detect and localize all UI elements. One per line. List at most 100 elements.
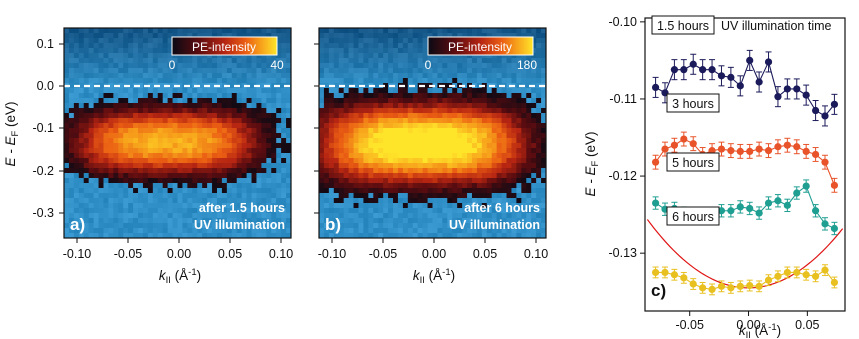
heatmap-cell: [417, 218, 424, 224]
heatmap-cell: [402, 43, 409, 49]
heatmap-cell: [226, 158, 233, 164]
heatmap-cell: [412, 228, 419, 234]
heatmap-cell: [221, 78, 228, 84]
heatmap-cell: [73, 103, 80, 109]
heatmap-cell: [226, 78, 233, 84]
x-tick-label-a: -0.10: [63, 247, 92, 261]
heatmap-cell: [417, 98, 424, 104]
heatmap-cell: [407, 163, 414, 169]
heatmap-cell: [491, 118, 498, 124]
heatmap-cell: [536, 78, 542, 84]
heatmap-cell: [397, 223, 404, 229]
heatmap-cell: [88, 43, 95, 49]
x-tick-label-a: 0.05: [218, 247, 242, 261]
heatmap-cell: [73, 113, 80, 119]
heatmap-cell: [343, 93, 350, 99]
heatmap-cell: [177, 93, 184, 99]
heatmap-cell: [447, 193, 453, 199]
heatmap-cell: [442, 93, 448, 99]
heatmap-cell: [231, 123, 238, 129]
heatmap-cell: [221, 233, 228, 238]
heatmap-cell: [167, 188, 174, 194]
heatmap-cell: [358, 218, 365, 224]
heatmap-cell: [442, 143, 448, 149]
heatmap-cell: [412, 198, 419, 204]
heatmap-cell: [197, 213, 203, 219]
heatmap-cell: [212, 178, 218, 184]
heatmap-cell: [266, 68, 272, 74]
data-point: [736, 203, 744, 211]
heatmap-cell: [64, 58, 70, 64]
heatmap-cell: [467, 208, 473, 214]
heatmap-cell: [246, 213, 253, 219]
heatmap-cell: [343, 143, 350, 149]
heatmap-cell: [113, 218, 119, 224]
heatmap-cell: [93, 183, 100, 189]
heatmap-cell: [407, 38, 414, 44]
heatmap-cell: [152, 78, 159, 84]
heatmap-cell: [251, 233, 258, 238]
heatmap-cell: [526, 133, 532, 139]
heatmap-cell: [319, 168, 325, 174]
heatmap-cell: [93, 93, 100, 99]
x-axis-label-c: kII (Å-1): [739, 322, 781, 339]
heatmap-cell: [393, 143, 399, 149]
heatmap-cell: [88, 193, 95, 199]
heatmap-cell: [286, 183, 291, 189]
heatmap-cell: [152, 103, 159, 109]
heatmap-cell: [511, 198, 517, 204]
heatmap-cell: [467, 93, 473, 99]
heatmap-cell: [373, 223, 379, 229]
heatmap-cell: [231, 63, 238, 69]
heatmap-cell: [103, 223, 110, 229]
heatmap-cell: [172, 33, 179, 39]
heatmap-cell: [271, 103, 277, 109]
heatmap-cell: [496, 108, 503, 114]
heatmap-cell: [281, 198, 287, 204]
heatmap-cell: [207, 58, 213, 64]
heatmap-cell: [363, 223, 369, 229]
heatmap-cell: [373, 183, 379, 189]
heatmap-cell: [481, 183, 488, 189]
heatmap-cell: [286, 48, 291, 54]
heatmap-cell: [266, 123, 272, 129]
heatmap-cell: [118, 33, 124, 39]
heatmap-cell: [78, 113, 85, 119]
heatmap-cell: [373, 48, 379, 54]
heatmap-cell: [427, 28, 434, 34]
heatmap-cell: [281, 73, 287, 79]
heatmap-cell: [68, 208, 75, 214]
heatmap-cell: [388, 63, 394, 69]
heatmap-cell: [73, 233, 80, 238]
heatmap-cell: [407, 48, 414, 54]
heatmap-cell: [383, 103, 389, 109]
heatmap-cell: [319, 33, 325, 39]
heatmap-cell: [333, 113, 340, 119]
heatmap-cell: [452, 138, 458, 144]
heatmap-cell: [113, 28, 119, 34]
heatmap-cell: [383, 153, 389, 159]
heatmap-cell: [521, 158, 527, 164]
heatmap-cell: [236, 93, 243, 99]
heatmap-cell: [427, 148, 434, 154]
heatmap-cell: [536, 173, 542, 179]
heatmap-cell: [256, 93, 262, 99]
heatmap-cell: [432, 58, 439, 64]
heatmap-cell: [319, 228, 325, 234]
heatmap-cell: [378, 58, 384, 64]
heatmap-cell: [187, 218, 193, 224]
heatmap-cell: [187, 148, 193, 154]
heatmap-cell: [348, 53, 355, 59]
heatmap-cell: [516, 233, 522, 238]
heatmap-cell: [343, 173, 350, 179]
heatmap-cell: [407, 63, 414, 69]
heatmap-cell: [226, 68, 233, 74]
heatmap-cell: [212, 158, 218, 164]
heatmap-cell: [343, 133, 350, 139]
heatmap-cell: [128, 188, 134, 194]
heatmap-cell: [353, 153, 360, 159]
heatmap-cell: [68, 53, 75, 59]
heatmap-cell: [422, 83, 429, 89]
heatmap-cell: [447, 93, 453, 99]
heatmap-cell: [388, 103, 394, 109]
